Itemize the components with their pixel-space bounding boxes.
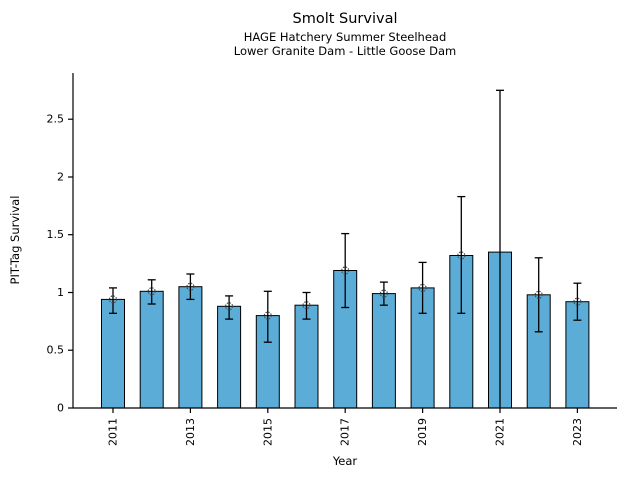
- point-marker-2012: [147, 287, 156, 296]
- y-tick-label-2: 2: [57, 171, 64, 184]
- x-tick-label-2023: 2023: [571, 418, 584, 446]
- x-tick-label-2021: 2021: [494, 418, 507, 446]
- bar-2011: [101, 298, 125, 409]
- y-tick-label-0.5: 0.5: [47, 344, 65, 357]
- bar-2013: [178, 286, 203, 409]
- bar-2012: [139, 290, 164, 409]
- bar-2014: [217, 305, 242, 409]
- point-marker-2023: [573, 297, 582, 306]
- bar-2016: [294, 304, 319, 409]
- point-marker-2014: [225, 302, 234, 311]
- point-marker-2013: [186, 282, 195, 291]
- point-marker-2018: [379, 289, 388, 298]
- chart-subtitle-line2: Lower Granite Dam - Little Goose Dam: [233, 44, 457, 58]
- bar-2018: [371, 293, 396, 409]
- x-tick-label-2013: 2013: [184, 418, 197, 446]
- x-tick-label-2011: 2011: [107, 418, 120, 446]
- y-tick-label-2.5: 2.5: [47, 113, 65, 126]
- y-tick-label-1: 1: [57, 286, 64, 299]
- chart-title: Smolt Survival: [292, 11, 398, 27]
- x-tick-label-2017: 2017: [339, 418, 352, 446]
- point-marker-2022: [534, 290, 543, 299]
- x-axis-label: Year: [332, 454, 358, 468]
- y-tick-label-1.5: 1.5: [47, 228, 65, 241]
- x-tick-label-2015: 2015: [261, 418, 274, 446]
- y-axis-label: PIT-Tag Survival: [8, 195, 22, 285]
- point-marker-2016: [302, 301, 311, 310]
- point-marker-2015: [263, 311, 272, 320]
- x-tick-label-2019: 2019: [416, 418, 429, 446]
- chart-subtitle-line1: HAGE Hatchery Summer Steelhead: [243, 30, 447, 44]
- point-marker-2020: [457, 251, 466, 260]
- point-marker-2019: [418, 283, 427, 292]
- y-tick-label-0: 0: [57, 402, 64, 415]
- point-marker-2011: [108, 295, 118, 304]
- point-marker-2017: [341, 266, 350, 275]
